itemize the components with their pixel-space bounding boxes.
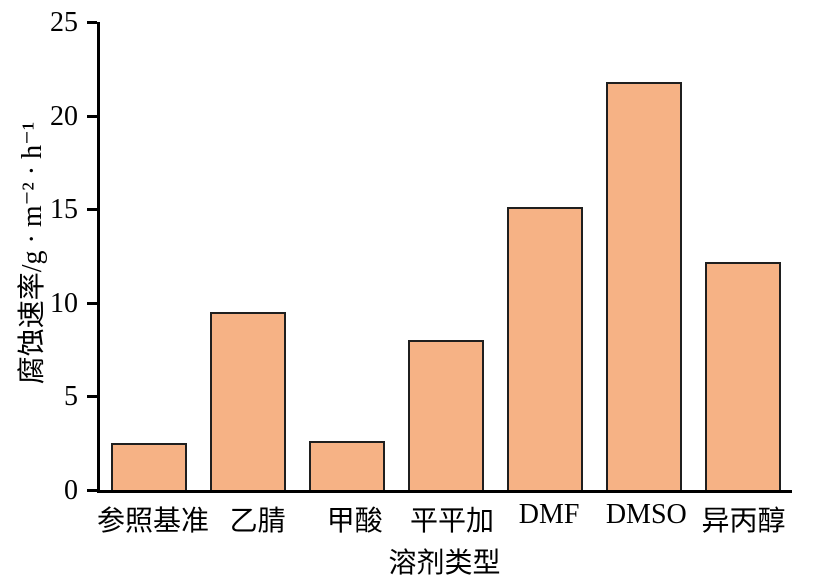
x-tick-label-甲酸: 甲酸 bbox=[326, 506, 383, 537]
x-tick-label-DMF: DMF bbox=[518, 499, 580, 530]
y-tick-mark-15 bbox=[87, 208, 97, 212]
y-tick-mark-20 bbox=[87, 114, 97, 118]
y-tick-label-0: 0 bbox=[64, 475, 78, 506]
bar-DMSO bbox=[605, 81, 682, 490]
y-tick-mark-0 bbox=[87, 489, 97, 492]
bar-乙腈 bbox=[210, 312, 287, 490]
bar-异丙醇 bbox=[704, 261, 781, 490]
x-tick-label-异丙醇: 异丙醇 bbox=[701, 506, 786, 537]
y-axis-title: 腐蚀速率/g · m⁻² · h⁻¹ bbox=[17, 121, 48, 385]
x-tick-label-平平加: 平平加 bbox=[409, 506, 494, 537]
y-tick-mark-25 bbox=[87, 21, 97, 24]
y-tick-label-25: 25 bbox=[50, 7, 78, 38]
x-tick-label-DMSO: DMSO bbox=[605, 499, 687, 530]
y-tick-label-15: 15 bbox=[50, 194, 78, 226]
x-tick-label-乙腈: 乙腈 bbox=[229, 506, 286, 537]
bar-平平加 bbox=[407, 340, 485, 490]
y-tick-label-20: 20 bbox=[50, 100, 78, 132]
y-tick-label-5: 5 bbox=[64, 381, 78, 413]
plot-area bbox=[97, 22, 792, 493]
bar-参照基准 bbox=[111, 443, 188, 490]
y-tick-mark-5 bbox=[87, 395, 97, 399]
y-tick-mark-10 bbox=[87, 301, 97, 305]
x-axis-title: 溶剂类型 bbox=[388, 548, 501, 579]
bar-甲酸 bbox=[309, 441, 386, 490]
bar-DMF bbox=[506, 207, 583, 490]
y-tick-label-10: 10 bbox=[50, 287, 78, 319]
bars-container bbox=[100, 22, 792, 490]
x-tick-label-参照基准: 参照基准 bbox=[97, 506, 210, 537]
x-axis-tick-labels: 参照基准 乙腈 甲酸 平平加 DMF DMSO 异丙醇 bbox=[97, 499, 792, 539]
